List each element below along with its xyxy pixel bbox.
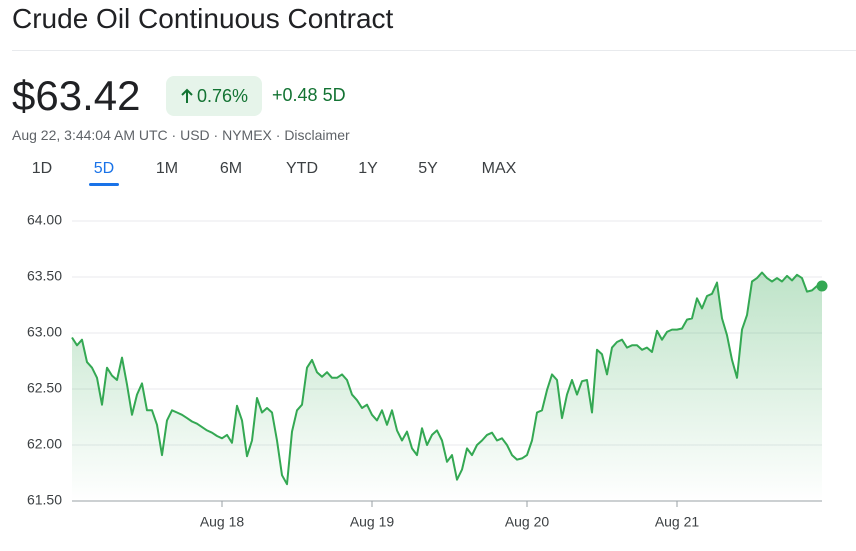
- change-abs: +0.48 5D: [272, 85, 346, 106]
- y-tick-label: 61.50: [27, 492, 62, 508]
- title: Crude Oil Continuous Contract: [12, 3, 394, 34]
- area-fill: [72, 272, 822, 501]
- y-tick-label: 64.00: [27, 212, 62, 228]
- range-tab[interactable]: 5D: [93, 160, 115, 177]
- range-tab[interactable]: 1Y: [358, 160, 378, 177]
- x-tick-label: Aug 18: [200, 514, 245, 530]
- last-point: [816, 280, 828, 292]
- x-tick-label: Aug 21: [655, 514, 700, 530]
- y-tick-label: 63.50: [27, 268, 62, 284]
- x-tick-label: Aug 20: [505, 514, 550, 530]
- chart: 61.50 62.00 62.50 63.00 63.50 64.00 Aug 18 Aug …: [27, 212, 828, 530]
- y-tick-label: 62.00: [27, 436, 62, 452]
- change-percent: 0.76%: [196, 85, 249, 106]
- range-tab[interactable]: 6M: [219, 160, 243, 177]
- disclaimer-link[interactable]: Disclaimer: [284, 127, 350, 143]
- y-tick-label: 62.50: [27, 380, 62, 396]
- tab-underline: [89, 183, 119, 186]
- change-pill: 0.76%: [166, 76, 262, 116]
- meta-line: Aug 22, 3:44:04 AM UTC · USD · NYMEX · D…: [12, 127, 350, 143]
- meta: Aug 22, 3:44:04 AM UTC · USD · NYMEX ·: [12, 127, 281, 143]
- y-tick-label: 63.00: [27, 324, 62, 340]
- range-tab[interactable]: 1D: [31, 160, 53, 177]
- up-arrow-icon: [181, 88, 193, 103]
- change-value: +0.48: [272, 85, 318, 105]
- divider: [12, 50, 856, 51]
- range-tab[interactable]: YTD: [286, 160, 318, 177]
- range-tab[interactable]: MAX: [481, 160, 517, 177]
- range-tab[interactable]: 1M: [155, 160, 179, 177]
- x-tick-label: Aug 19: [350, 514, 395, 530]
- range-tab[interactable]: 5Y: [418, 160, 438, 177]
- change-period: 5D: [322, 85, 346, 105]
- price: $63.42: [12, 72, 141, 119]
- price-line: [71, 271, 822, 486]
